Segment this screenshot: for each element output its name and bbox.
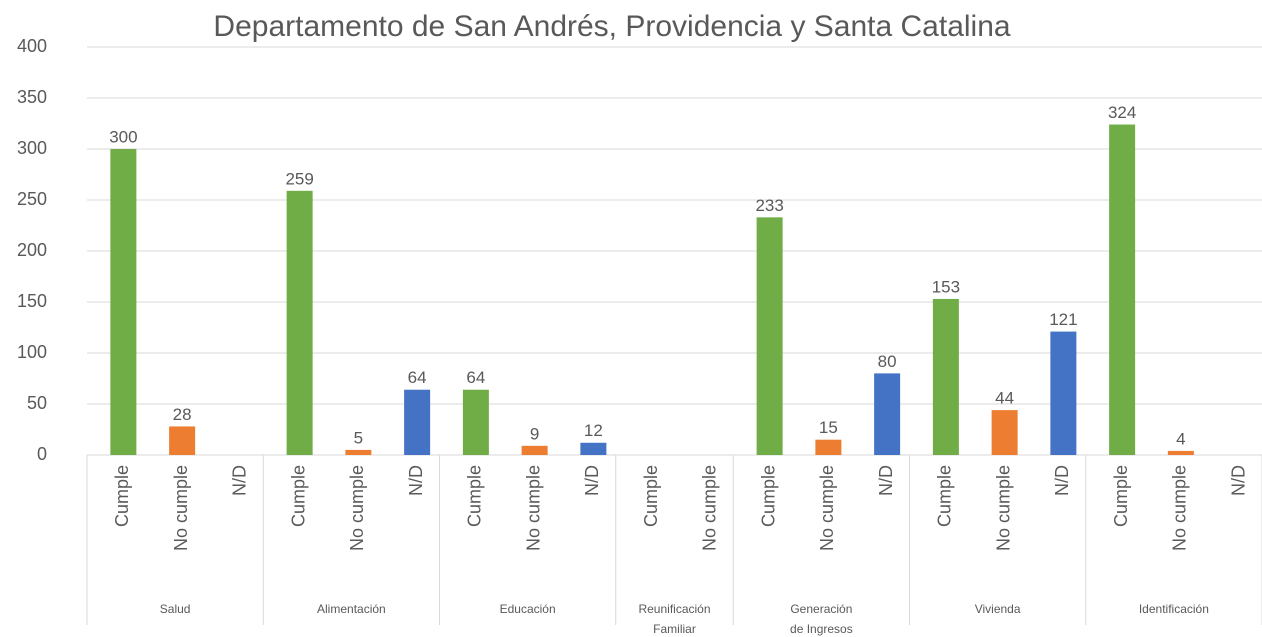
data-label: 5 [354, 428, 363, 447]
data-label: 64 [466, 368, 485, 387]
y-tick-label: 200 [17, 240, 47, 260]
group-label: de Ingresos [790, 622, 853, 636]
y-tick-label: 100 [17, 342, 47, 362]
y-tick-label: 50 [27, 393, 47, 413]
data-label: 9 [530, 424, 539, 443]
data-label: 121 [1049, 310, 1077, 329]
bar [345, 449, 372, 455]
bar [932, 298, 959, 455]
data-label: 44 [995, 389, 1014, 408]
data-label: 153 [932, 277, 960, 296]
bar [462, 389, 489, 455]
bar [991, 410, 1018, 455]
data-label: 12 [584, 421, 603, 440]
data-label: 233 [755, 196, 783, 215]
bar [521, 445, 548, 455]
x-tick-label: Cumple [112, 465, 132, 527]
bar [815, 439, 842, 455]
y-tick-label: 0 [37, 444, 47, 464]
x-tick-label: No cumple [993, 465, 1013, 551]
group-label: Identificación [1139, 602, 1209, 616]
x-tick-label: N/D [876, 465, 896, 496]
bar [1167, 450, 1194, 455]
x-tick-label: N/D [1052, 465, 1072, 496]
data-label: 259 [285, 169, 313, 188]
group-label: Alimentación [317, 602, 386, 616]
y-tick-label: 300 [17, 138, 47, 158]
group-label: Salud [160, 602, 191, 616]
x-tick-label: No cumple [1170, 465, 1190, 551]
chart-title: Departamento de San Andrés, Providencia … [213, 10, 1010, 43]
x-tick-label: N/D [582, 465, 602, 496]
x-tick-label: Cumple [1111, 465, 1131, 527]
group-label: Educación [500, 602, 556, 616]
bar [580, 442, 607, 455]
x-tick-label: Cumple [935, 465, 955, 527]
group-label: Generación [790, 602, 852, 616]
x-tick-label: No cumple [171, 465, 191, 551]
data-label: 64 [408, 368, 427, 387]
bar [110, 149, 137, 455]
x-tick-label: Cumple [758, 465, 778, 527]
bar [1109, 124, 1136, 456]
data-label: 28 [173, 405, 192, 424]
x-tick-label: Cumple [641, 465, 661, 527]
x-tick-label: N/D [1228, 465, 1248, 496]
data-label: 300 [109, 127, 137, 146]
data-label: 4 [1176, 429, 1185, 448]
bar [1050, 331, 1077, 455]
bar [756, 217, 783, 455]
data-label: 80 [878, 352, 897, 371]
x-tick-label: No cumple [817, 465, 837, 551]
y-tick-label: 350 [17, 87, 47, 107]
group-label: Familiar [653, 622, 696, 636]
x-tick-label: No cumple [700, 465, 720, 551]
data-label: 324 [1108, 103, 1136, 122]
y-tick-label: 400 [17, 36, 47, 56]
y-tick-label: 150 [17, 291, 47, 311]
x-tick-label: N/D [406, 465, 426, 496]
x-tick-label: Cumple [288, 465, 308, 527]
x-tick-label: Cumple [465, 465, 485, 527]
y-tick-label: 250 [17, 189, 47, 209]
group-label: Vivienda [975, 602, 1021, 616]
x-tick-label: No cumple [347, 465, 367, 551]
x-tick-label: N/D [230, 465, 250, 496]
bar [169, 426, 196, 455]
bar [286, 190, 313, 455]
x-tick-label: No cumple [523, 465, 543, 551]
bar [404, 389, 431, 455]
bar [874, 373, 901, 455]
data-label: 15 [819, 418, 838, 437]
group-label: Reunificación [638, 602, 710, 616]
